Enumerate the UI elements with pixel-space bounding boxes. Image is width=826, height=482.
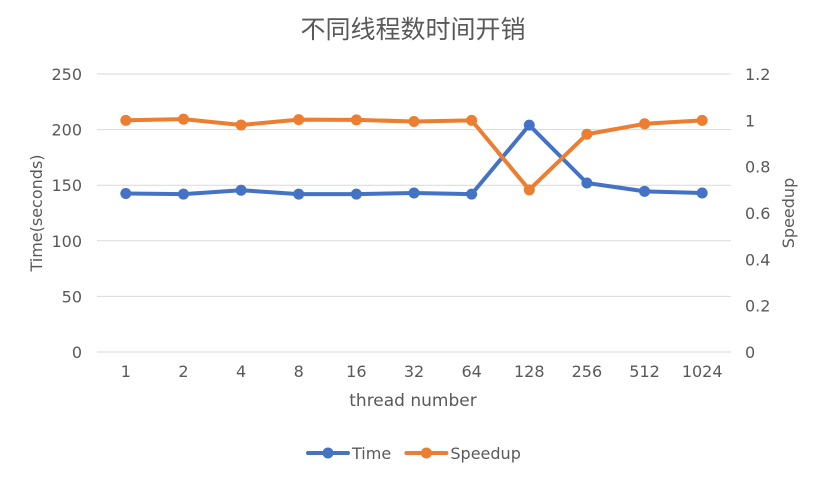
y-right-tick-label: 0.2	[745, 297, 770, 316]
x-tick-label: 1024	[682, 362, 723, 381]
data-point-speedup	[466, 114, 478, 126]
gridlines	[97, 73, 731, 353]
x-tick-label: 2	[178, 362, 188, 381]
data-point-time	[696, 187, 708, 199]
legend-label-time: Time	[351, 444, 391, 463]
y-left-tick-label: 150	[51, 176, 82, 195]
legend-marker-time	[322, 447, 334, 459]
data-point-time	[466, 188, 478, 200]
series-layer	[120, 113, 708, 200]
data-point-speedup	[408, 115, 420, 127]
series-speedup	[120, 113, 708, 196]
data-point-speedup	[581, 128, 593, 140]
y-left-tick-label: 200	[51, 121, 82, 140]
data-point-speedup	[696, 114, 708, 126]
data-point-time	[235, 184, 247, 196]
legend-marker-speedup	[420, 447, 432, 459]
x-tick-label: 64	[461, 362, 481, 381]
y-axis-left-label: Time(seconds)	[27, 154, 46, 272]
y-left-tick-label: 100	[51, 232, 82, 251]
x-tick-label: 256	[572, 362, 603, 381]
data-point-time	[523, 119, 535, 131]
data-point-speedup	[523, 184, 535, 196]
x-axis-ticks: 1 2 4 8 16 32 64 128 256 512 1024	[121, 362, 723, 381]
data-point-speedup	[177, 113, 189, 125]
legend-label-speedup: Speedup	[450, 444, 520, 463]
data-point-speedup	[350, 114, 362, 126]
legend: Time Speedup	[306, 444, 521, 463]
y-right-tick-label: 0	[745, 343, 755, 362]
data-point-time	[639, 185, 651, 197]
x-tick-label: 512	[629, 362, 660, 381]
y-axis-right-label: Speedup	[779, 178, 798, 248]
x-tick-label: 4	[236, 362, 246, 381]
data-point-speedup	[120, 114, 132, 126]
y-left-tick-label: 0	[72, 343, 82, 362]
data-point-time	[408, 187, 420, 199]
y-axis-left-ticks: 0 50 100 150 200 250	[51, 65, 82, 362]
data-point-time	[177, 188, 189, 200]
y-right-tick-label: 1.2	[745, 65, 770, 84]
x-tick-label: 32	[404, 362, 424, 381]
data-point-speedup	[639, 118, 651, 130]
data-point-speedup	[235, 119, 247, 131]
y-right-tick-label: 0.8	[745, 158, 770, 177]
legend-item-speedup: Speedup	[404, 444, 521, 463]
y-left-tick-label: 50	[62, 287, 82, 306]
legend-item-time: Time	[306, 444, 391, 463]
x-tick-label: 8	[294, 362, 304, 381]
data-point-time	[293, 188, 305, 200]
data-point-time	[350, 188, 362, 200]
y-left-tick-label: 250	[51, 65, 82, 84]
data-point-time	[581, 177, 593, 189]
data-point-time	[120, 188, 132, 200]
y-right-tick-label: 0.6	[745, 204, 770, 223]
y-axis-right-ticks: 0 0.2 0.4 0.6 0.8 1 1.2	[745, 65, 770, 362]
x-axis-label: thread number	[349, 391, 476, 411]
x-tick-label: 1	[121, 362, 131, 381]
series-time	[120, 119, 708, 200]
series-line-time	[123, 123, 705, 197]
data-point-speedup	[293, 114, 305, 126]
x-tick-label: 128	[514, 362, 545, 381]
chart-title: 不同线程数时间开销	[300, 15, 525, 44]
x-tick-label: 16	[346, 362, 366, 381]
y-right-tick-label: 0.4	[745, 250, 770, 269]
y-right-tick-label: 1	[745, 111, 755, 130]
